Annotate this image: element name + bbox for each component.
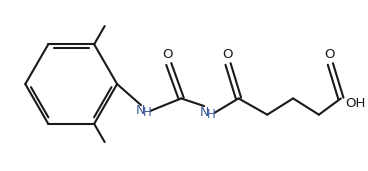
Text: N: N: [135, 104, 145, 117]
Text: H: H: [143, 106, 152, 119]
Text: O: O: [222, 48, 232, 61]
Text: N: N: [199, 106, 209, 119]
Text: H: H: [207, 108, 216, 121]
Text: OH: OH: [346, 97, 366, 110]
Text: O: O: [163, 48, 173, 61]
Text: O: O: [324, 48, 335, 61]
